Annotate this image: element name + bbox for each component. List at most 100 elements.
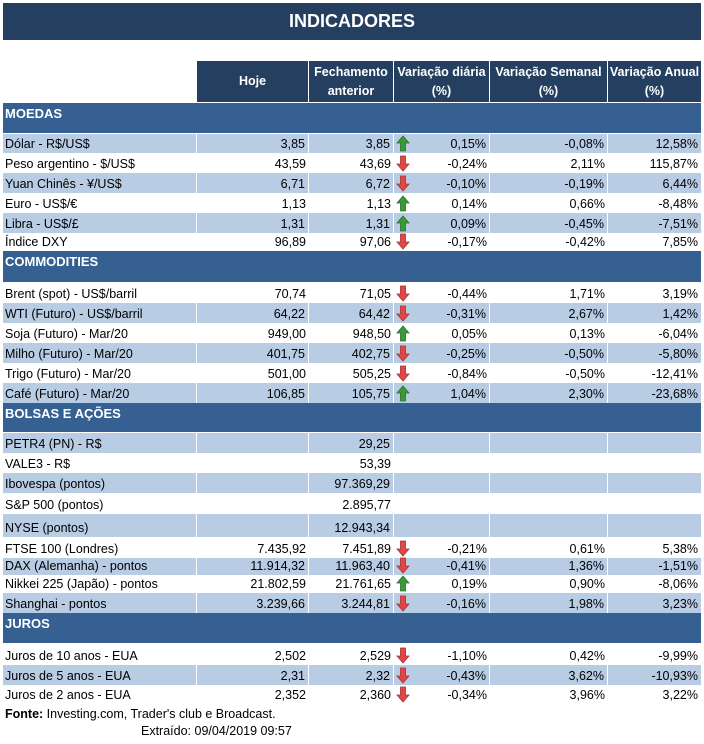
cell-text: 0,19%: [451, 577, 487, 591]
cell-text: 1,42%: [662, 307, 698, 321]
cell-variacao-anual: [608, 433, 701, 453]
cell-text: S&P 500 (pontos): [5, 498, 104, 512]
cell-text: 501,00: [267, 367, 306, 381]
arrow-down-icon: [396, 667, 410, 684]
cell-text: 1,31: [280, 217, 305, 231]
cell-label: DAX (Alemanha) - pontos: [3, 558, 197, 575]
cell-variacao-semanal: -0,45%: [490, 213, 608, 233]
cell-text: -0,24%: [447, 157, 487, 171]
cell-variacao-semanal: -0,50%: [490, 343, 608, 363]
cell-text: 7.451,89: [342, 542, 391, 556]
cell-variacao-anual: 6,44%: [608, 173, 701, 193]
table-row: DAX (Alemanha) - pontos 11.914,32 11.963,4…: [3, 557, 701, 575]
cell-hoje: 21.802,59: [197, 575, 309, 593]
cell-text: 3,19%: [662, 287, 698, 301]
cell-text: 97,06: [359, 235, 391, 249]
cell-variacao-semanal: 0,42%: [490, 644, 608, 665]
source-note: Fonte: Investing.com, Trader's club e Br…: [5, 707, 276, 721]
cell-text: 3,22%: [662, 688, 698, 702]
arrow-down-icon: [396, 233, 410, 250]
table-row: Trigo (Futuro) - Mar/20 501,00 505,25 -0,84…: [3, 363, 701, 383]
header-fechamento: Fechamento anterior: [309, 61, 394, 102]
header-variacao-anual: Variação Anual (%): [608, 61, 701, 102]
arrow-down-icon: [396, 285, 410, 302]
cell-text: -0,19%: [564, 177, 604, 191]
cell-text: 0,13%: [569, 327, 605, 341]
cell-text: 43,59: [274, 157, 306, 171]
cell-text: Shanghai - pontos: [5, 597, 107, 611]
cell-variacao-diaria: -0,16%: [394, 593, 490, 613]
cell-text: -0,10%: [446, 177, 486, 191]
cell-fechamento: 97,06: [309, 233, 394, 251]
cell-text: -0,43%: [446, 669, 486, 683]
header-hoje: Hoje: [197, 61, 309, 102]
source-text: Investing.com, Trader's club e Broadcast…: [43, 707, 276, 721]
cell-variacao-diaria: -0,21%: [394, 537, 490, 558]
cell-text: 97.369,29: [334, 477, 390, 491]
cell-text: -0,17%: [447, 235, 487, 249]
cell-variacao-diaria: 0,15%: [394, 134, 490, 153]
cell-text: VALE3 - R$: [5, 457, 71, 471]
cell-text: 71,05: [359, 287, 391, 301]
table-row: Euro - US$/€ 1,13 1,13 0,14% 0,66% -8,48%: [3, 193, 701, 213]
cell-hoje: [197, 493, 309, 514]
cell-text: 3.244,81: [341, 597, 390, 611]
cell-fechamento: 1,13: [309, 193, 394, 213]
cell-text: 96,89: [274, 235, 306, 249]
cell-label: Dólar - R$/US$: [3, 134, 197, 153]
extracted-timestamp: Extraído: 09/04/2019 09:57: [141, 724, 292, 738]
cell-text: 53,39: [359, 457, 391, 471]
cell-label: Ibovespa (pontos): [3, 473, 197, 493]
cell-variacao-semanal: -0,42%: [490, 233, 608, 251]
cell-hoje: 2,31: [197, 665, 309, 685]
cell-variacao-diaria: 0,14%: [394, 193, 490, 213]
cell-text: 3,85: [280, 137, 305, 151]
arrow-down-icon: [396, 365, 410, 382]
cell-fechamento: 12.943,34: [309, 514, 394, 537]
cell-label: Café (Futuro) - Mar/20: [3, 383, 197, 403]
cell-variacao-diaria: -0,41%: [394, 557, 490, 575]
cell-label: Juros de 10 anos - EUA: [3, 644, 197, 665]
cell-text: WTI (Futuro) - US$/barril: [5, 307, 143, 321]
cell-variacao-anual: -8,48%: [608, 193, 701, 213]
cell-variacao-semanal: -0,19%: [490, 173, 608, 193]
cell-fechamento: 3,85: [309, 134, 394, 153]
cell-text: 106,85: [266, 387, 305, 401]
cell-text: 2,360: [359, 688, 391, 702]
cell-text: 21.802,59: [250, 577, 306, 591]
cell-variacao-semanal: 3,96%: [490, 685, 608, 704]
cell-variacao-semanal: 1,36%: [490, 558, 608, 575]
cell-fechamento: 64,42: [309, 303, 394, 323]
cell-text: 0,66%: [569, 197, 605, 211]
cell-text: 949,00: [267, 327, 306, 341]
table-row: VALE3 - R$ 53,39: [3, 453, 701, 473]
cell-text: 5,38%: [662, 542, 698, 556]
cell-text: -0,50%: [564, 347, 604, 361]
cell-text: Índice DXY: [5, 235, 68, 249]
arrow-down-icon: [396, 345, 410, 362]
cell-variacao-diaria: [394, 514, 490, 537]
cell-text: 21.761,65: [335, 577, 391, 591]
cell-text: 2,502: [274, 649, 306, 663]
cell-hoje: 1,31: [197, 213, 309, 233]
cell-text: 43,69: [359, 157, 391, 171]
table-row: Juros de 2 anos - EUA 2,352 2,360 -0,34% 3,9…: [3, 685, 701, 704]
cell-fechamento: 21.761,65: [309, 575, 394, 593]
table-row: Juros de 5 anos - EUA 2,31 2,32 -0,43% 3,62%…: [3, 665, 701, 685]
cell-hoje: 1,13: [197, 193, 309, 213]
cell-text: 2,529: [359, 649, 391, 663]
cell-text: 2,30%: [568, 387, 604, 401]
cell-variacao-diaria: 0,05%: [394, 323, 490, 343]
cell-hoje: 401,75: [197, 343, 309, 363]
cell-fechamento: 2,32: [309, 665, 394, 685]
cell-variacao-diaria: -0,43%: [394, 665, 490, 685]
cell-text: -0,42%: [565, 235, 605, 249]
cell-fechamento: 71,05: [309, 283, 394, 303]
arrow-down-icon: [396, 557, 410, 574]
cell-text: -0,84%: [447, 367, 487, 381]
cell-text: -0,44%: [447, 287, 487, 301]
cell-hoje: [197, 473, 309, 493]
arrow-down-icon: [396, 155, 410, 172]
cell-text: 1,13: [366, 197, 391, 211]
